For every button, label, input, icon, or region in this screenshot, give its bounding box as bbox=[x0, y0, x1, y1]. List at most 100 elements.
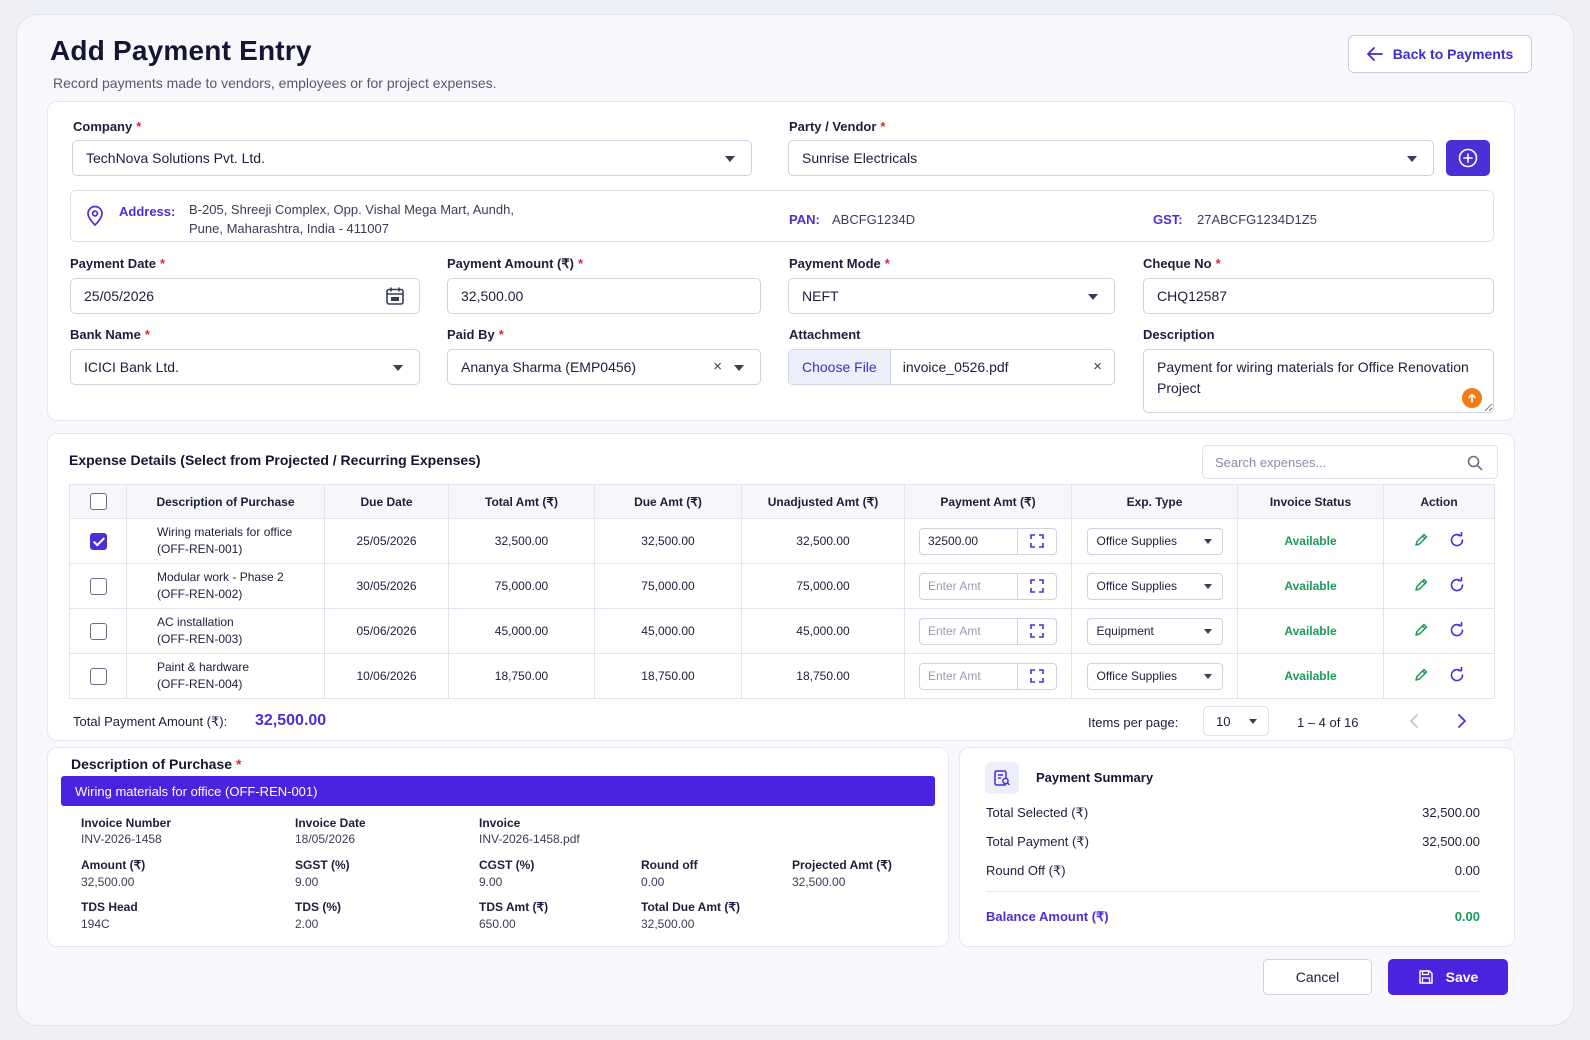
payment-amount-input[interactable] bbox=[920, 618, 1018, 644]
expense-search-input[interactable] bbox=[1215, 454, 1455, 470]
table-row[interactable]: Paint & hardware (OFF-REN-004) 10/06/2026 1… bbox=[69, 653, 1495, 699]
row-payment-cell bbox=[904, 608, 1072, 654]
chevron-right-icon[interactable] bbox=[1457, 714, 1467, 728]
table-row[interactable]: AC installation (OFF-REN-003) 05/06/2026 45… bbox=[69, 608, 1495, 654]
row-checkbox[interactable] bbox=[89, 577, 107, 595]
table-row[interactable]: Modular work - Phase 2 (OFF-REN-002) 30/05… bbox=[69, 563, 1495, 609]
row-payment-cell bbox=[904, 563, 1072, 609]
row-description-line-2: (OFF-REN-003) bbox=[157, 632, 243, 646]
chevron-down-icon bbox=[1203, 628, 1212, 634]
expand-icon[interactable] bbox=[1018, 534, 1056, 548]
expand-icon[interactable] bbox=[1018, 669, 1056, 683]
row-unadjusted-amt: 45,000.00 bbox=[741, 608, 905, 654]
row-checkbox[interactable] bbox=[89, 667, 107, 685]
col-due-amt[interactable]: Due Amt (₹) bbox=[594, 484, 742, 519]
exp-type-value: Office Supplies bbox=[1096, 579, 1178, 593]
row-description: Modular work - Phase 2 (OFF-REN-002) bbox=[126, 563, 325, 609]
cancel-button[interactable]: Cancel bbox=[1263, 959, 1372, 995]
items-per-page-select[interactable]: 10 bbox=[1203, 706, 1269, 736]
row-status-cell: Available bbox=[1237, 563, 1384, 609]
table-row[interactable]: Wiring materials for office (OFF-REN-001)… bbox=[69, 518, 1495, 564]
exp-type-value: Office Supplies bbox=[1096, 669, 1178, 683]
row-total-amt: 32,500.00 bbox=[448, 518, 595, 564]
row-unadjusted-amt: 18,750.00 bbox=[741, 653, 905, 699]
col-payment-amt[interactable]: Payment Amt (₹) bbox=[904, 484, 1072, 519]
payment-amount-box bbox=[919, 617, 1057, 645]
choose-file-button[interactable]: Choose File bbox=[789, 350, 891, 384]
save-button[interactable]: Save bbox=[1388, 959, 1508, 995]
attachment-field: Choose File invoice_0526.pdf × bbox=[788, 349, 1115, 385]
payment-date-field[interactable]: 25/05/2026 bbox=[70, 278, 420, 314]
edit-icon[interactable] bbox=[1413, 577, 1429, 593]
sgst-label: SGST (%) bbox=[295, 858, 350, 872]
expand-icon[interactable] bbox=[1018, 624, 1056, 638]
refresh-icon[interactable] bbox=[1449, 531, 1465, 548]
cheque-field[interactable]: CHQ12587 bbox=[1143, 278, 1494, 314]
summary-icon-wrap bbox=[985, 762, 1019, 794]
row-checkbox[interactable] bbox=[89, 532, 107, 550]
clear-icon[interactable]: × bbox=[713, 358, 722, 375]
chevron-down-icon bbox=[1407, 156, 1417, 162]
payment-amount-field[interactable]: 32,500.00 bbox=[447, 278, 761, 314]
amount-label: Amount (₹) bbox=[81, 858, 146, 872]
exp-type-select[interactable]: Office Supplies bbox=[1086, 662, 1223, 690]
remove-file-icon[interactable]: × bbox=[1093, 358, 1102, 375]
bank-select[interactable]: ICICI Bank Ltd. bbox=[70, 349, 420, 385]
gst-label: GST: bbox=[1153, 212, 1183, 227]
edit-icon[interactable] bbox=[1413, 667, 1429, 683]
party-value: Sunrise Electricals bbox=[802, 150, 918, 166]
expense-search[interactable] bbox=[1202, 445, 1498, 479]
row-checkbox[interactable] bbox=[89, 622, 107, 640]
pan-label: PAN: bbox=[789, 212, 820, 227]
add-party-button[interactable] bbox=[1446, 140, 1490, 176]
row-action-cell bbox=[1383, 608, 1495, 654]
col-description[interactable]: Description of Purchase bbox=[126, 484, 325, 519]
back-to-payments-button[interactable]: Back to Payments bbox=[1348, 35, 1532, 73]
company-value: TechNova Solutions Pvt. Ltd. bbox=[86, 150, 265, 166]
save-label: Save bbox=[1445, 969, 1479, 985]
refresh-icon[interactable] bbox=[1449, 576, 1465, 593]
col-invoice-status[interactable]: Invoice Status bbox=[1237, 484, 1384, 519]
exp-type-select[interactable]: Office Supplies bbox=[1086, 572, 1223, 600]
selected-purchase-bar[interactable]: Wiring materials for office (OFF-REN-001… bbox=[61, 776, 935, 806]
payment-date-value: 25/05/2026 bbox=[84, 288, 155, 304]
chevron-down-icon bbox=[1203, 538, 1212, 544]
refresh-icon[interactable] bbox=[1449, 666, 1465, 683]
pagination-range: 1 – 4 of 16 bbox=[1297, 715, 1359, 730]
payment-amount-input[interactable] bbox=[920, 528, 1018, 554]
expense-table: Description of Purchase Due Date Total A… bbox=[69, 484, 1495, 699]
paid-by-select[interactable]: Ananya Sharma (EMP0456) × bbox=[447, 349, 761, 385]
refresh-icon[interactable] bbox=[1449, 621, 1465, 638]
edit-icon[interactable] bbox=[1413, 532, 1429, 548]
row-action-cell bbox=[1383, 563, 1495, 609]
calendar-icon[interactable] bbox=[385, 286, 405, 306]
edit-icon[interactable] bbox=[1413, 622, 1429, 638]
amount-value: 32,500.00 bbox=[81, 875, 135, 889]
search-icon[interactable] bbox=[1467, 455, 1483, 471]
payment-mode-select[interactable]: NEFT bbox=[788, 278, 1115, 314]
col-due-date[interactable]: Due Date bbox=[324, 484, 449, 519]
col-exp-type[interactable]: Exp. Type bbox=[1071, 484, 1238, 519]
payment-amount-box bbox=[919, 527, 1057, 555]
expand-icon[interactable] bbox=[1018, 579, 1056, 593]
select-all-checkbox[interactable] bbox=[89, 493, 107, 510]
col-unadjusted-amt[interactable]: Unadjusted Amt (₹) bbox=[741, 484, 905, 519]
exp-type-select[interactable]: Equipment bbox=[1086, 617, 1223, 645]
round-off-label: Round off bbox=[641, 858, 698, 872]
upload-icon[interactable] bbox=[1462, 388, 1482, 408]
party-select[interactable]: Sunrise Electricals bbox=[788, 140, 1434, 176]
payment-amount-input[interactable] bbox=[920, 573, 1018, 599]
tds-amt-value: 650.00 bbox=[479, 917, 516, 931]
row-select-cell bbox=[69, 608, 127, 654]
company-select[interactable]: TechNova Solutions Pvt. Ltd. bbox=[72, 140, 752, 176]
col-total-amt[interactable]: Total Amt (₹) bbox=[448, 484, 595, 519]
summary-title: Payment Summary bbox=[1036, 770, 1154, 785]
invoice-file-link[interactable]: INV-2026-1458.pdf bbox=[479, 832, 580, 846]
attachment-filename: invoice_0526.pdf bbox=[902, 359, 1009, 375]
exp-type-value: Office Supplies bbox=[1096, 534, 1178, 548]
exp-type-select[interactable]: Office Supplies bbox=[1086, 527, 1223, 555]
paid-by-label: Paid By * bbox=[447, 327, 504, 342]
chevron-left-icon[interactable] bbox=[1409, 714, 1419, 728]
description-textarea[interactable]: Payment for wiring materials for Office … bbox=[1143, 349, 1494, 413]
payment-amount-input[interactable] bbox=[920, 663, 1018, 689]
